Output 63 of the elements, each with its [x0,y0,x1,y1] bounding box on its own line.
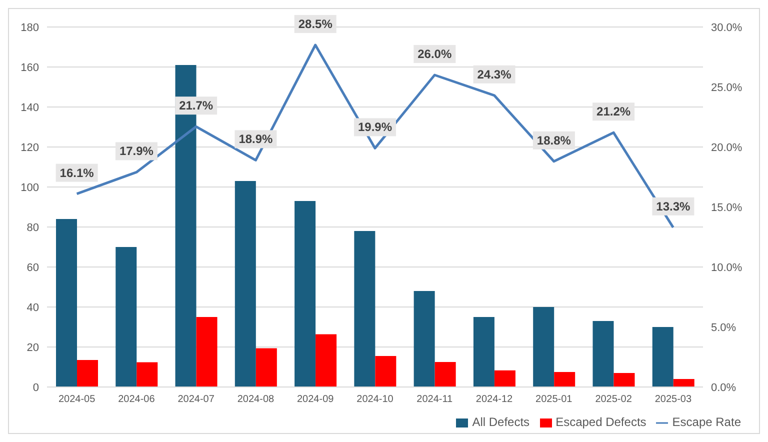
x-tick-label: 2024-11 [416,394,454,406]
y2-tick-label: 10.0% [711,262,742,274]
x-tick-label: 2024-06 [118,394,156,406]
data-label: 18.8% [536,133,572,148]
x-tick-label: 2024-05 [58,394,96,406]
y-tick-label: 20 [26,342,39,354]
bar [256,348,277,387]
bar [554,372,576,387]
y-tick-label: 120 [20,142,39,154]
bar [77,360,98,387]
bar [473,317,494,387]
bar [375,356,396,387]
y-tick-label: 80 [26,222,39,234]
y-tick-label: 180 [20,22,39,34]
bar [196,317,218,387]
x-tick-label: 2024-08 [237,394,275,406]
bar [354,231,376,387]
y2-tick-label: 0.0% [711,382,736,394]
legend-label: All Defects [472,415,530,429]
data-label: 17.9% [119,144,154,158]
x-tick-label: 2024-12 [476,394,514,406]
legend-label: Escaped Defects [556,415,646,429]
x-tick-label: 2025-03 [654,394,692,406]
legend-label: Escape Rate [672,415,741,429]
y-tick-label: 160 [20,62,39,74]
x-tick-label: 2024-09 [297,394,334,406]
y-tick-label: 0 [32,382,39,394]
data-label: 19.9% [358,120,392,134]
bar [494,370,516,387]
y2-tick-label: 20.0% [711,142,742,154]
bar [673,379,694,387]
data-label: 28.5% [298,17,333,31]
x-tick-label: 2025-01 [536,394,573,406]
y-tick-label: 140 [20,102,39,114]
y2-tick-label: 30.0% [711,22,742,34]
bar [652,327,674,387]
y2-tick-label: 15.0% [711,202,742,214]
data-label: 18.9% [238,132,274,146]
y-tick-label: 40 [26,302,39,314]
bar [434,362,456,387]
bar [56,219,77,387]
y-tick-label: 100 [20,182,39,194]
bar [592,321,614,387]
bar [414,291,435,387]
bar [116,247,137,387]
x-tick-label: 2025-02 [595,394,632,406]
x-tick-label: 2024-07 [178,394,215,406]
data-label: 26.0% [418,47,452,61]
data-label: 21.2% [596,104,631,119]
bar [614,373,635,387]
bar [234,181,256,387]
bar [136,362,158,387]
y2-tick-label: 5.0% [711,322,736,334]
bar [294,201,316,387]
bar [533,307,554,387]
data-label: 24.3% [477,67,512,82]
data-label: 21.7% [179,98,214,113]
y-tick-label: 60 [26,262,39,274]
bar [316,334,337,387]
data-label: 16.1% [60,166,94,180]
x-tick-label: 2024-10 [356,394,394,406]
data-label: 13.3% [656,199,691,214]
y2-tick-label: 25.0% [711,82,742,94]
